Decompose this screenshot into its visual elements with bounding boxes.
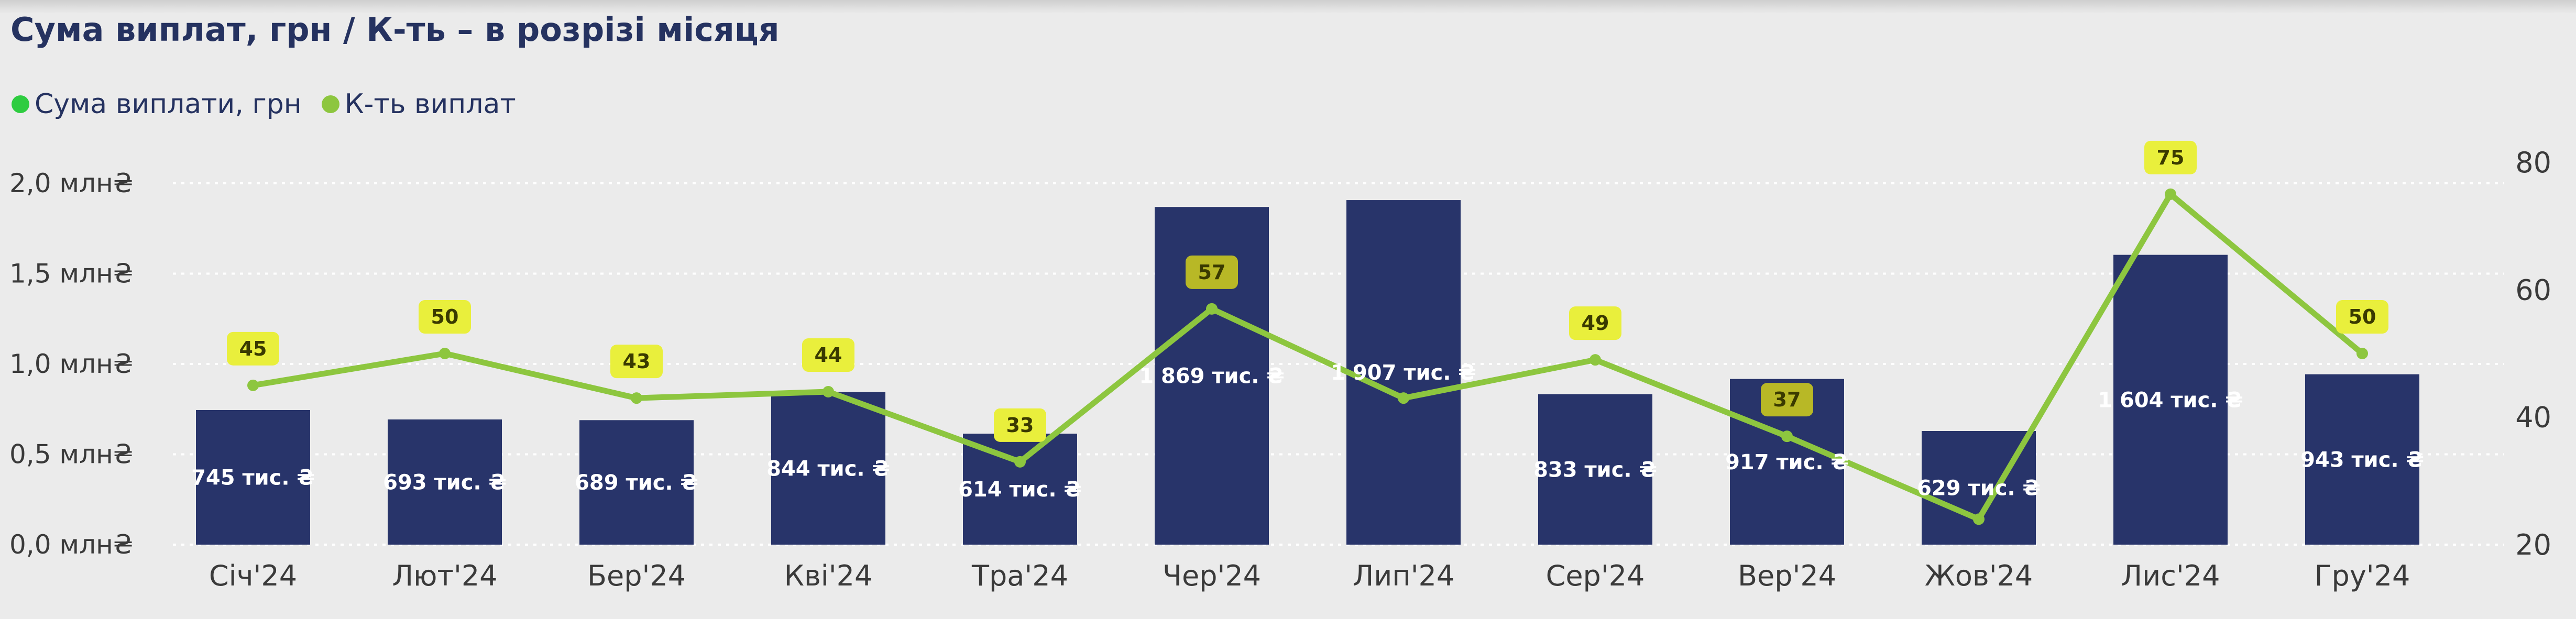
count-badge [227, 331, 279, 366]
x-tick-label: Січ'24 [209, 559, 297, 592]
count-badge [802, 338, 854, 372]
x-tick-label: Лис'24 [2121, 559, 2220, 592]
count-value-label: 44 [815, 344, 842, 367]
count-value-label: 45 [239, 337, 267, 360]
line-point [1973, 513, 1985, 525]
x-tick-label: Чер'24 [1163, 559, 1261, 592]
y-right-tick-label: 80 [2515, 146, 2551, 179]
legend: Сума виплати, грн К-ть виплат [12, 87, 530, 121]
count-badge [1569, 306, 1621, 340]
count-badge [994, 408, 1046, 442]
y-right-tick-label: 20 [2515, 528, 2551, 561]
y-left-tick-label: 1,0 млн₴ [9, 349, 133, 379]
bar [963, 434, 1077, 545]
bar-value-label: 629 тис. ₴ [1917, 476, 2041, 500]
bar-value-label: 1 869 тис. ₴ [1139, 364, 1285, 389]
line-point [1590, 354, 1601, 366]
y-right-tick-label: 40 [2515, 401, 2551, 434]
legend-item-amount[interactable]: Сума виплати, грн [12, 89, 302, 120]
bar [1538, 394, 1652, 545]
count-value-label: 57 [1198, 261, 1226, 284]
legend-label-amount: Сума виплати, грн [35, 89, 302, 120]
bar-value-label: 917 тис. ₴ [1725, 450, 1849, 474]
x-tick-label: Лип'24 [1353, 559, 1455, 592]
bar [388, 419, 502, 545]
bar [579, 420, 694, 545]
x-tick-label: Бер'24 [587, 559, 686, 592]
line-point [247, 379, 259, 391]
count-value-label: 75 [2157, 146, 2185, 169]
count-value-label: 33 [1006, 414, 1034, 437]
top-shadow [0, 0, 2576, 14]
count-value-label: 50 [2349, 305, 2376, 328]
y-right-tick-label: 60 [2515, 273, 2551, 306]
x-tick-label: Сер'24 [1546, 559, 1645, 592]
count-badge [2144, 140, 2197, 174]
x-tick-label: Жов'24 [1925, 559, 2033, 592]
legend-label-count: К-ть виплат [344, 89, 516, 120]
bar-value-label: 1 604 тис. ₴ [2098, 388, 2243, 412]
count-value-label: 43 [623, 350, 651, 373]
y-left-tick-label: 0,0 млн₴ [9, 529, 133, 560]
count-badge [610, 345, 663, 379]
count-badge [1761, 383, 1813, 417]
y-left-tick-label: 1,5 млн₴ [9, 259, 133, 289]
line-point [1781, 430, 1793, 443]
bar-value-label: 943 тис. ₴ [2300, 448, 2424, 472]
bar-value-label: 689 тис. ₴ [575, 471, 698, 495]
bar-value-label: 693 тис. ₴ [383, 470, 507, 494]
legend-item-count[interactable]: К-ть виплат [321, 89, 516, 120]
bar-value-label: 833 тис. ₴ [1533, 458, 1657, 482]
bar [1346, 200, 1461, 545]
count-badge [2336, 300, 2388, 334]
count-badge [1186, 255, 1238, 289]
count-value-label: 49 [1582, 312, 1609, 335]
line-point [631, 392, 642, 404]
y-left-tick-label: 0,5 млн₴ [9, 439, 133, 470]
bar-value-label: 614 тис. ₴ [958, 478, 1082, 502]
count-value-label: 37 [1773, 388, 1801, 411]
bar-value-label: 1 907 тис. ₴ [1331, 361, 1476, 385]
count-badge [419, 300, 471, 334]
legend-marker-count [321, 95, 339, 113]
x-tick-label: Гру'24 [2315, 559, 2410, 592]
line-point [439, 348, 451, 359]
x-tick-label: Лют'24 [392, 559, 497, 592]
bar [196, 410, 310, 545]
bar [2113, 255, 2228, 545]
line-point [1014, 456, 1026, 468]
line-point [1206, 303, 1218, 315]
chart-title: Сума виплат, грн / К-ть – в розрізі міся… [10, 10, 780, 49]
legend-marker-amount [12, 95, 29, 113]
x-tick-label: Тра'24 [971, 559, 1068, 592]
line-point [823, 386, 834, 397]
line-point [2356, 348, 2368, 359]
count-value-label: 50 [431, 305, 459, 328]
bar-value-label: 745 тис. ₴ [191, 466, 315, 490]
bar-value-label: 844 тис. ₴ [766, 457, 890, 481]
bar [2305, 374, 2419, 545]
x-tick-label: Кві'24 [784, 559, 873, 592]
bar [771, 392, 885, 545]
line-point [1398, 392, 1409, 404]
y-left-tick-label: 2,0 млн₴ [9, 168, 133, 198]
line-point [2165, 188, 2176, 200]
series-line-count [250, 191, 2365, 522]
x-tick-label: Вер'24 [1738, 559, 1836, 592]
